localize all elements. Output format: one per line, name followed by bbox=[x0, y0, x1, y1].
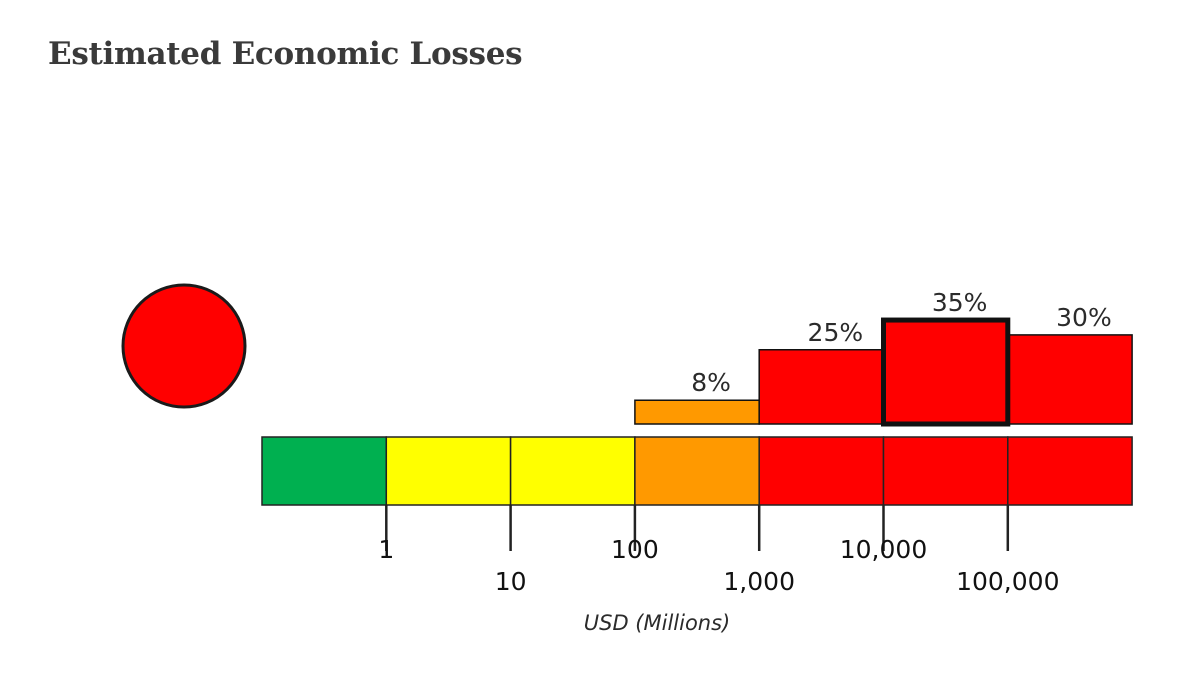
scale-segment-1 bbox=[261, 436, 388, 506]
axis-ticks: 1 10 100 1,000 10,000 100,000 bbox=[378, 505, 1059, 596]
x-axis-label: USD (Millions) bbox=[584, 611, 731, 635]
tick-label: 1 bbox=[378, 535, 394, 564]
scale-segment-3 bbox=[509, 436, 636, 506]
probability-bar-8pct bbox=[634, 399, 760, 425]
probability-bar-25pct bbox=[758, 349, 885, 425]
probability-bars: 8% 25% 30% 35% bbox=[634, 288, 1133, 427]
tick-label: 1,000 bbox=[723, 567, 795, 596]
tick-label: 10 bbox=[495, 567, 527, 596]
scale-segment-4 bbox=[634, 436, 760, 506]
probability-label: 8% bbox=[691, 368, 731, 397]
scale-segment-5 bbox=[758, 436, 885, 506]
scale-segment-7 bbox=[1007, 436, 1133, 506]
probability-label: 35% bbox=[932, 288, 988, 317]
alert-level-indicator bbox=[121, 283, 247, 409]
probability-label: 25% bbox=[808, 318, 864, 347]
tick-label: 100 bbox=[611, 535, 659, 564]
probability-bar-35pct bbox=[881, 317, 1011, 427]
scale-segment-2 bbox=[385, 436, 512, 506]
color-scale-band bbox=[261, 436, 1133, 506]
page-title: Estimated Economic Losses bbox=[48, 36, 523, 72]
probability-label: 30% bbox=[1056, 303, 1112, 332]
tick-label: 100,000 bbox=[956, 567, 1059, 596]
probability-bar-30pct bbox=[1007, 334, 1133, 425]
tick-label: 10,000 bbox=[840, 535, 927, 564]
scale-segment-6 bbox=[882, 436, 1009, 506]
